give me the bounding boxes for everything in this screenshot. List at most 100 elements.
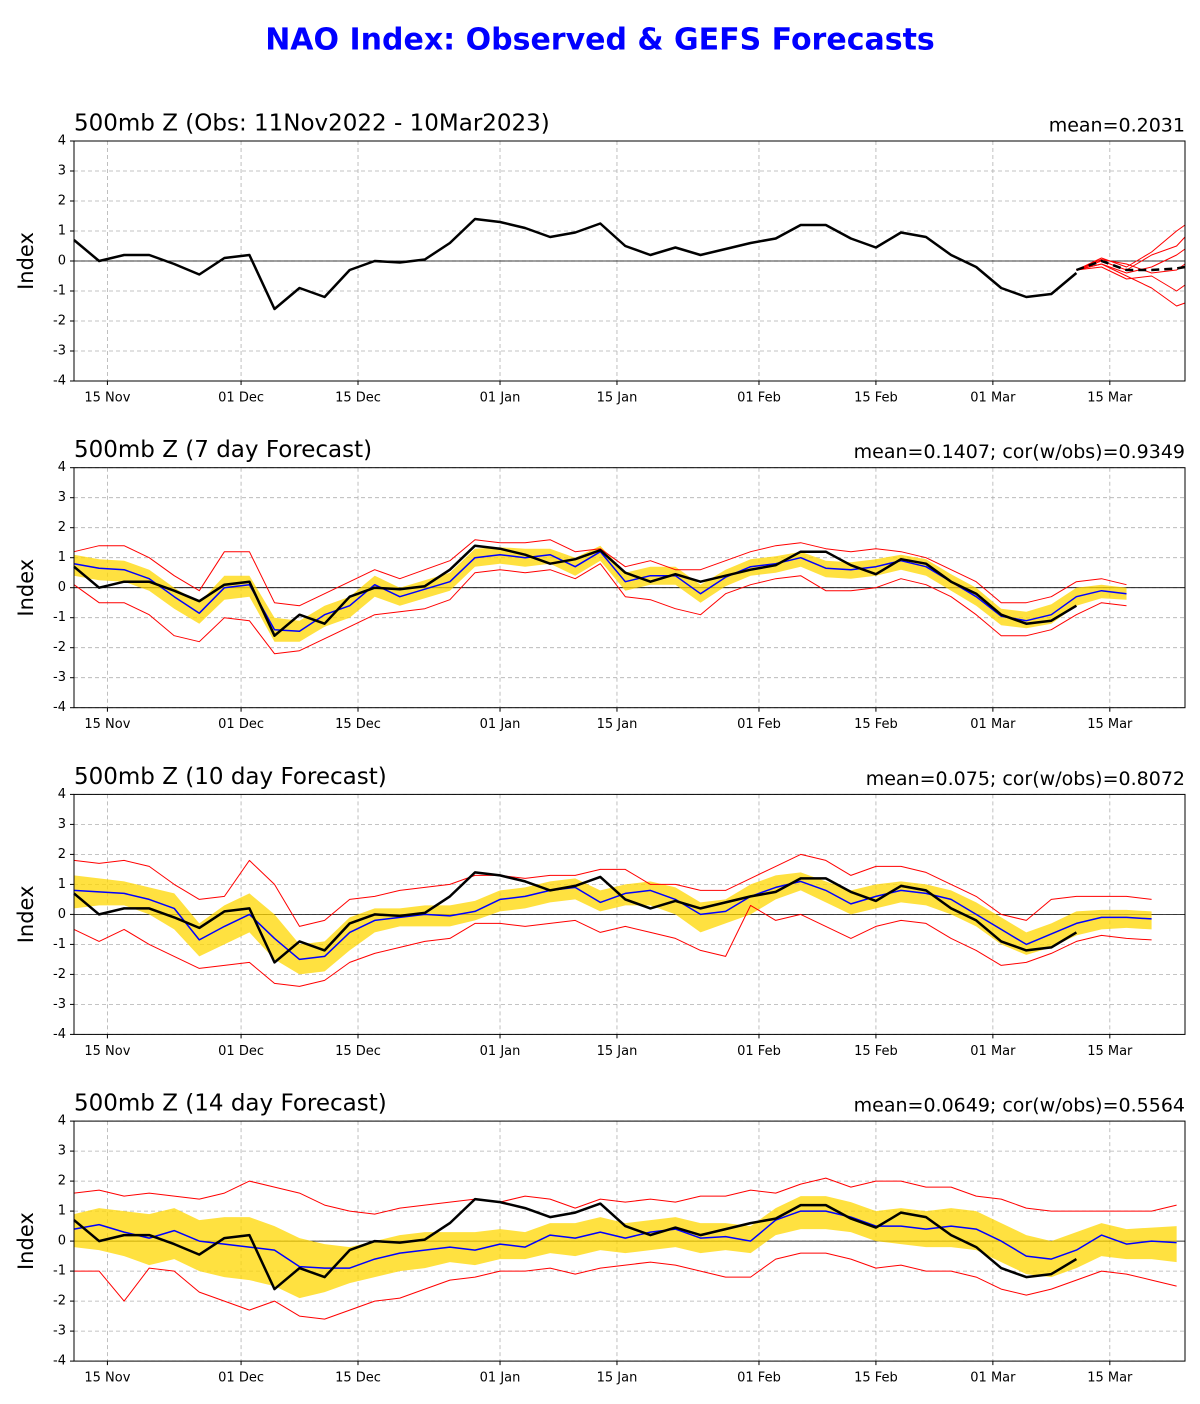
x-tick-label: 15 Jan	[597, 391, 638, 406]
panel-annotation: mean=0.2031	[1049, 115, 1185, 137]
panel-title: 500mb Z (Obs: 11Nov2022 - 10Mar2023)	[74, 111, 550, 137]
x-tick-label: 15 Jan	[597, 717, 638, 732]
y-tick-label: 4	[58, 134, 66, 149]
series-line	[73, 871, 1078, 964]
x-tick-label: 01 Jan	[480, 391, 521, 406]
panel: 500mb Z (10 day Forecast) mean=0.075; cor…	[14, 764, 1186, 1059]
x-tick-label: 15 Feb	[854, 391, 898, 406]
y-tick-label: -3	[53, 997, 66, 1012]
y-tick-label: 2	[58, 194, 66, 209]
y-tick-label: -3	[53, 670, 66, 685]
panel: 500mb Z (Obs: 11Nov2022 - 10Mar2023) mean…	[14, 111, 1186, 406]
x-tick-label: 15 Mar	[1087, 391, 1133, 406]
x-tick-label: 15 Feb	[854, 1044, 898, 1059]
plot-frame	[73, 467, 1186, 709]
y-tick-label: 0	[58, 907, 66, 922]
x-tick-label: 01 Feb	[737, 1044, 781, 1059]
x-tick-label: 15 Dec	[335, 1371, 381, 1386]
series-line	[73, 544, 1078, 637]
x-tick-label: 15 Dec	[335, 717, 381, 732]
panel-annotation: mean=0.1407; cor(w/obs)=0.9349	[854, 441, 1185, 463]
x-tick-label: 15 Nov	[84, 391, 130, 406]
y-tick-label: 1	[58, 224, 66, 239]
y-tick-label: -4	[53, 1027, 66, 1042]
panel-annotation: mean=0.0649; cor(w/obs)=0.5564	[854, 1095, 1185, 1117]
panel-title: 500mb Z (7 day Forecast)	[74, 437, 372, 463]
x-tick-label: 01 Dec	[218, 1044, 264, 1059]
plot-frame	[73, 140, 1186, 382]
x-tick-label: 15 Mar	[1087, 1371, 1133, 1386]
y-axis-label: Index	[14, 1212, 38, 1270]
panel: 500mb Z (7 day Forecast) mean=0.1407; cor…	[14, 437, 1186, 732]
y-tick-label: 1	[58, 550, 66, 565]
x-tick-label: 01 Jan	[480, 1044, 521, 1059]
y-tick-label: -2	[53, 640, 66, 655]
series-line	[1076, 236, 1186, 271]
y-tick-label: -1	[53, 937, 66, 952]
series-line	[1075, 259, 1186, 272]
y-axis-label: Index	[14, 885, 38, 943]
y-tick-label: -4	[53, 700, 66, 715]
y-tick-label: -2	[53, 967, 66, 982]
y-axis-label: Index	[14, 232, 38, 290]
panel: 500mb Z (14 day Forecast) mean=0.0649; co…	[14, 1091, 1186, 1386]
spread-band	[74, 545, 1127, 642]
y-axis-label: Index	[14, 559, 38, 617]
x-tick-label: 01 Mar	[970, 717, 1016, 732]
x-tick-label: 15 Mar	[1087, 1044, 1133, 1059]
plot-frame	[73, 1120, 1186, 1362]
y-tick-label: 4	[58, 460, 66, 475]
y-tick-label: 3	[58, 164, 66, 179]
y-tick-label: 0	[58, 1234, 66, 1249]
x-tick-label: 15 Nov	[84, 717, 130, 732]
x-tick-label: 01 Jan	[480, 717, 521, 732]
y-tick-label: -1	[53, 284, 66, 299]
figure-title: NAO Index: Observed & GEFS Forecasts	[265, 23, 935, 58]
x-tick-label: 15 Jan	[597, 1371, 638, 1386]
x-tick-label: 01 Feb	[737, 1371, 781, 1386]
x-tick-label: 01 Jan	[480, 1371, 521, 1386]
x-tick-label: 01 Mar	[970, 1044, 1016, 1059]
x-tick-label: 15 Dec	[335, 1044, 381, 1059]
y-tick-label: 0	[58, 254, 66, 269]
y-tick-label: 3	[58, 1144, 66, 1159]
series-line	[73, 1210, 1177, 1269]
x-tick-label: 01 Dec	[218, 391, 264, 406]
x-tick-label: 15 Feb	[854, 717, 898, 732]
x-tick-label: 15 Feb	[854, 1371, 898, 1386]
y-tick-label: 2	[58, 520, 66, 535]
y-tick-label: 3	[58, 817, 66, 832]
series-line	[73, 853, 1152, 927]
series-line	[73, 539, 1127, 607]
x-tick-label: 15 Dec	[335, 391, 381, 406]
y-tick-label: -1	[53, 1264, 66, 1279]
y-tick-label: -2	[53, 314, 66, 329]
y-tick-label: 1	[58, 877, 66, 892]
y-tick-label: 2	[58, 1174, 66, 1189]
x-tick-label: 01 Feb	[737, 391, 781, 406]
panel-annotation: mean=0.075; cor(w/obs)=0.8072	[866, 768, 1185, 790]
y-tick-label: -2	[53, 1294, 66, 1309]
series-line	[73, 1177, 1177, 1215]
y-tick-label: 2	[58, 847, 66, 862]
x-tick-label: 01 Mar	[970, 1371, 1016, 1386]
y-tick-label: -3	[53, 344, 66, 359]
series-line	[73, 217, 1078, 311]
y-tick-label: 3	[58, 490, 66, 505]
x-tick-label: 15 Nov	[84, 1371, 130, 1386]
x-tick-label: 01 Dec	[218, 717, 264, 732]
x-tick-label: 15 Nov	[84, 1044, 130, 1059]
series-line	[73, 904, 1152, 987]
series-line	[1076, 266, 1186, 292]
spread-band	[74, 1196, 1177, 1299]
series-line	[74, 1252, 1177, 1320]
x-tick-label: 15 Mar	[1087, 717, 1133, 732]
x-tick-label: 01 Dec	[218, 1371, 264, 1386]
y-tick-label: 4	[58, 787, 66, 802]
panel-title: 500mb Z (10 day Forecast)	[74, 764, 387, 790]
y-tick-label: -3	[53, 1324, 66, 1339]
series-line	[73, 1197, 1078, 1291]
x-tick-label: 15 Jan	[597, 1044, 638, 1059]
